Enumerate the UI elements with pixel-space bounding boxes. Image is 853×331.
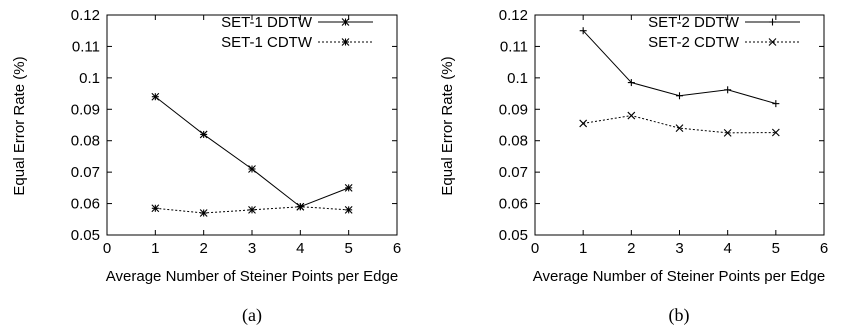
chart-a-caption: (a): [242, 305, 262, 326]
chart-b-xtick-label: 2: [627, 240, 635, 257]
chart-b-xtick-label: 6: [820, 240, 828, 257]
chart-a-series-1-point: [344, 183, 353, 192]
chart-a-legend-marker: [341, 18, 350, 26]
chart-a-ytick-label: 0.11: [72, 38, 100, 55]
chart-b-series-2-point: [675, 124, 684, 133]
chart-b-ytick-label: 0.12: [499, 7, 528, 24]
chart-b-ytick-label: 0.09: [499, 101, 528, 118]
chart-a-plot: 0.05 0.06 0.07 0.08 0.09 0.1 0.11 0.12 0 1 2 3 4 5 6 SE…: [71, 7, 401, 257]
chart-b-xlabel: Average Number of Steiner Points per Edg…: [533, 268, 825, 285]
chart-a-ylabel: Equal Error Rate (%): [11, 56, 28, 195]
chart-b-series-1-point: [627, 79, 635, 87]
chart-b-series-1-point: [579, 27, 587, 35]
chart-b-plot: 0.05 0.06 0.07 0.08 0.09 0.1 0.11 0.12 0 1 2 3 4 5 6 SE…: [499, 7, 828, 257]
chart-a-xtick-label: 6: [393, 240, 401, 257]
chart-a-xtick-label: 4: [296, 240, 304, 257]
chart-a-series-1-line: [155, 96, 349, 208]
chart-a-legend-label: SET-1 DDTW: [221, 14, 313, 31]
chart-b: Equal Error Rate (%) Average Number of S…: [439, 7, 828, 326]
chart-a-xtick-label: 1: [151, 240, 159, 257]
chart-a-ytick-label: 0.12: [71, 7, 100, 24]
chart-a-series-2-point: [248, 205, 256, 214]
chart-b-series-2-point: [723, 128, 732, 137]
chart-b-ytick-label: 0.1: [507, 70, 528, 87]
chart-b-ytick-label: 0.08: [499, 133, 528, 150]
chart-b-legend-marker: [769, 18, 776, 26]
chart-b-series-2-point: [579, 119, 588, 128]
chart-b-xtick-label: 5: [772, 240, 780, 257]
chart-a-series-1-point: [151, 92, 160, 101]
chart-a-series-2-point: [151, 204, 160, 213]
chart-a-xtick-label: 5: [344, 240, 352, 257]
chart-a-ytick-label: 0.1: [79, 70, 100, 87]
chart-b-ytick-label: 0.06: [499, 196, 528, 213]
chart-b-xtick-label: 1: [579, 240, 587, 257]
chart-a-xlabel: Average Number of Steiner Points per Edg…: [106, 268, 398, 285]
chart-b-series-2-point: [771, 128, 780, 137]
chart-a-ytick-label: 0.06: [71, 196, 100, 213]
chart-a-legend-marker: [341, 38, 350, 46]
chart-b-xtick-label: 4: [723, 240, 731, 257]
chart-b-series-1-point: [724, 86, 732, 94]
chart-b-caption: (b): [669, 305, 690, 326]
chart-a-ytick-label: 0.05: [71, 227, 100, 244]
chart-b-xtick-label: 0: [531, 240, 539, 257]
chart-a-ytick-label: 0.09: [71, 101, 100, 118]
chart-b-legend-marker: [768, 38, 777, 46]
chart-b-series-1-point: [676, 92, 683, 100]
chart-a-legend-label: SET-1 CDTW: [221, 34, 313, 51]
chart-b-series-2-line: [583, 115, 776, 134]
chart-b-ytick-label: 0.05: [499, 227, 528, 244]
chart-b-xtick-label: 3: [675, 240, 683, 257]
chart-b-ytick-label: 0.07: [499, 164, 528, 181]
chart-a-series-1-point: [248, 165, 256, 173]
chart-a-xtick-label: 0: [103, 240, 111, 257]
chart-a-ytick-label: 0.07: [71, 164, 100, 181]
chart-a-xtick-label: 2: [199, 240, 207, 257]
chart-a-series-2-point: [199, 209, 208, 217]
chart-a-series-1-point: [199, 130, 208, 139]
chart-b-series-2-point: [627, 111, 636, 120]
chart-a: Equal Error Rate (%) Average Number of S…: [11, 7, 401, 326]
chart-a-series-2-point: [296, 202, 305, 211]
chart-b-ylabel: Equal Error Rate (%): [439, 56, 456, 195]
chart-b-legend-label: SET-2 CDTW: [648, 34, 740, 51]
chart-a-series-2-point: [344, 205, 353, 214]
chart-b-legend-label: SET-2 DDTW: [648, 14, 740, 31]
chart-b-ytick-label: 0.11: [500, 38, 528, 55]
chart-a-ytick-label: 0.08: [71, 133, 100, 150]
chart-a-xtick-label: 3: [248, 240, 256, 257]
chart-b-series-1-point: [772, 100, 780, 108]
